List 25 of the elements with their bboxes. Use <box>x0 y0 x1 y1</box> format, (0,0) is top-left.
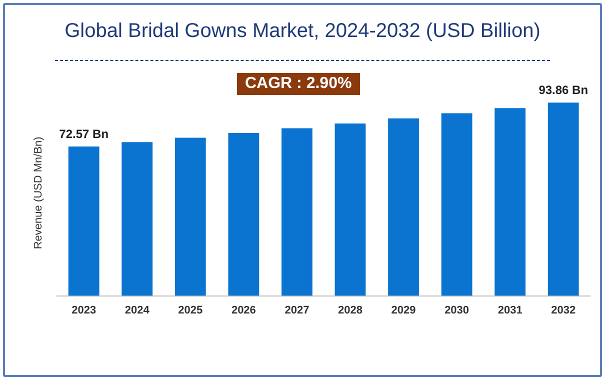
x-tick-label: 2025 <box>178 304 203 316</box>
bar <box>548 102 579 296</box>
x-tick-label: 2024 <box>124 304 150 316</box>
bar <box>122 142 153 296</box>
bar <box>68 146 100 296</box>
data-label: 72.57 Bn <box>59 126 109 141</box>
x-tick-label: 2023 <box>72 304 96 316</box>
text: CAGR : 2.90% <box>237 73 360 95</box>
bar <box>282 128 312 296</box>
x-tick-label: 2027 <box>284 304 310 316</box>
x-tick-label: 2028 <box>338 304 362 316</box>
bar <box>494 108 526 296</box>
bar <box>228 133 260 296</box>
data-label: 93.86 Bn <box>538 82 588 97</box>
y-axis-title: Revenue (USD Mn/Bn) <box>32 136 45 250</box>
chart-title: Global Bridal Gowns Market, 2024-2032 (USD Billion) <box>64 20 542 43</box>
bar <box>388 118 419 296</box>
x-tick-label: 2032 <box>551 304 576 316</box>
x-tick-label: 2026 <box>231 304 256 316</box>
x-tick-label: 2030 <box>444 304 470 316</box>
bar <box>441 113 472 296</box>
bar <box>334 124 366 296</box>
bar <box>174 138 206 296</box>
x-tick-label: 2029 <box>391 304 416 316</box>
x-tick-label: 2031 <box>498 304 522 316</box>
